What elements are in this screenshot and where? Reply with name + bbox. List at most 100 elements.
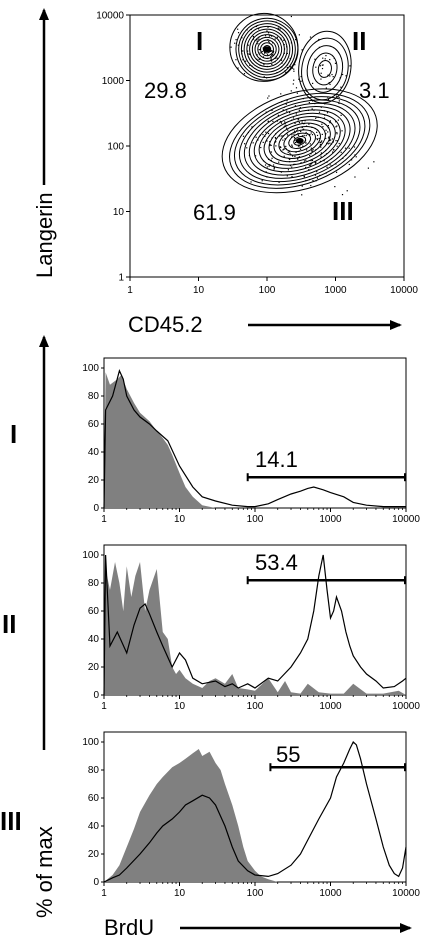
event-dot bbox=[325, 129, 327, 131]
x-tick-label: 10000 bbox=[392, 514, 420, 525]
event-dot bbox=[278, 181, 280, 183]
contour-ring bbox=[260, 42, 274, 57]
event-dot bbox=[252, 35, 254, 38]
event-dot bbox=[308, 168, 310, 171]
event-dot bbox=[301, 135, 304, 137]
event-dot bbox=[270, 50, 272, 53]
event-dot bbox=[349, 65, 351, 67]
event-dot bbox=[322, 57, 324, 59]
event-dot bbox=[291, 145, 293, 147]
event-dot bbox=[299, 145, 301, 147]
event-dot bbox=[325, 55, 327, 57]
event-dot bbox=[323, 117, 326, 119]
gate-label-ii: II bbox=[352, 26, 366, 56]
event-dot bbox=[316, 134, 319, 137]
event-dot bbox=[284, 121, 286, 123]
event-dot bbox=[314, 174, 317, 176]
x-tick-label: 1000 bbox=[319, 888, 342, 899]
x-tick-label: 10000 bbox=[392, 888, 420, 899]
event-dot bbox=[325, 137, 327, 140]
event-dot bbox=[315, 161, 317, 163]
event-dot bbox=[283, 148, 285, 150]
x-axis-title-brdu: BrdU bbox=[104, 915, 154, 940]
y-tick-label: 100 bbox=[82, 363, 99, 374]
event-dot bbox=[315, 117, 317, 119]
event-dot bbox=[321, 64, 323, 66]
x-tick-label: 1 bbox=[127, 285, 133, 296]
event-dot bbox=[293, 130, 296, 132]
contour-core bbox=[295, 137, 304, 144]
contour-ring bbox=[283, 129, 316, 153]
event-dot bbox=[348, 147, 350, 149]
event-dot bbox=[263, 64, 265, 66]
histogram-fill-iii bbox=[104, 749, 278, 882]
event-dot bbox=[340, 86, 342, 88]
event-dot bbox=[309, 164, 312, 166]
event-dot bbox=[271, 60, 273, 62]
event-dot bbox=[272, 164, 275, 166]
event-dot bbox=[290, 90, 292, 92]
event-dot bbox=[308, 164, 311, 166]
panel-label-ii: II bbox=[2, 609, 16, 639]
histogram-line-iii bbox=[103, 741, 407, 883]
event-dot bbox=[354, 176, 356, 178]
event-dot bbox=[294, 131, 296, 133]
event-dot bbox=[242, 135, 245, 137]
event-dot bbox=[367, 167, 369, 169]
event-dot bbox=[280, 59, 283, 61]
y-tick-label: 40 bbox=[88, 821, 100, 832]
x-tick-label: 100 bbox=[247, 514, 264, 525]
event-dot bbox=[323, 160, 325, 162]
event-dot bbox=[293, 68, 295, 70]
event-dot bbox=[315, 66, 317, 68]
event-dot bbox=[373, 161, 375, 163]
event-dot bbox=[318, 38, 320, 41]
y-tick-label: 60 bbox=[88, 419, 100, 430]
event-dot bbox=[298, 34, 300, 36]
event-dot bbox=[230, 46, 232, 48]
event-dot bbox=[298, 118, 300, 120]
contour-core bbox=[263, 46, 271, 53]
event-dot bbox=[310, 132, 312, 134]
event-dot bbox=[281, 135, 283, 137]
event-dot bbox=[285, 71, 287, 73]
event-dot bbox=[294, 139, 296, 141]
event-dot bbox=[279, 120, 281, 123]
contour-ring bbox=[248, 106, 351, 176]
event-dot bbox=[266, 166, 268, 168]
event-dot bbox=[272, 42, 274, 44]
event-dot bbox=[314, 152, 317, 154]
contour-ring bbox=[268, 119, 331, 163]
event-dot bbox=[298, 78, 300, 80]
contour-ring bbox=[229, 92, 371, 189]
event-dot bbox=[331, 138, 334, 140]
event-dot bbox=[305, 131, 307, 134]
event-dot bbox=[262, 133, 264, 136]
event-dot bbox=[320, 152, 322, 154]
event-dot bbox=[311, 150, 314, 152]
event-dot bbox=[269, 144, 271, 146]
event-dot bbox=[316, 171, 318, 173]
event-dot bbox=[336, 125, 338, 127]
event-dot bbox=[286, 66, 288, 69]
event-dot bbox=[257, 43, 259, 45]
event-dot bbox=[285, 103, 287, 105]
event-dot bbox=[327, 143, 329, 145]
event-dot bbox=[291, 134, 293, 136]
event-dot bbox=[250, 181, 252, 183]
event-dot bbox=[255, 136, 257, 138]
event-dot bbox=[237, 28, 239, 30]
gate-outline-i bbox=[229, 12, 299, 82]
contour-ring bbox=[273, 122, 326, 159]
event-dot bbox=[274, 38, 276, 40]
event-dot bbox=[272, 53, 274, 56]
histogram-panel-i: 1 10 100 1000 10000 0 20 40 60 80 100 14.1 I bbox=[10, 357, 420, 525]
event-dot bbox=[284, 138, 286, 140]
event-dot bbox=[309, 143, 311, 145]
event-dot bbox=[266, 140, 268, 142]
event-dot bbox=[327, 74, 329, 76]
event-dot bbox=[283, 39, 285, 41]
contour-ring bbox=[238, 99, 361, 183]
event-dot bbox=[272, 120, 274, 123]
event-dot bbox=[276, 36, 279, 38]
